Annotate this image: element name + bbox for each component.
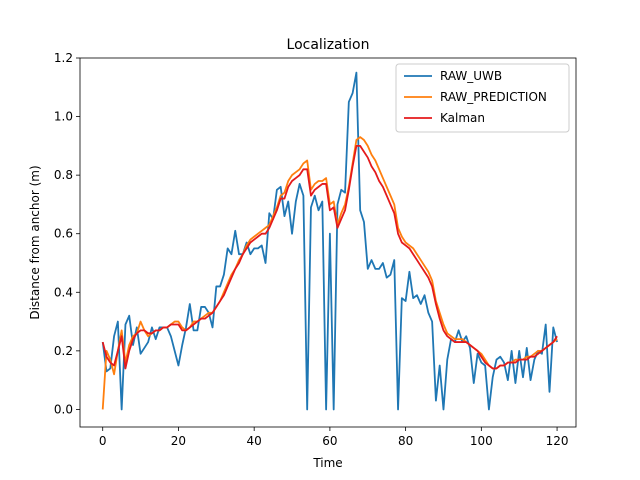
legend-label: Kalman (440, 111, 485, 125)
series-line-raw-uwb (101, 71, 558, 411)
y-tick-label: 0.6 (54, 227, 73, 241)
y-tick-label: 1.0 (54, 110, 73, 124)
y-axis: 0.0 0.2 0.4 0.6 0.8 1.0 1.2 (54, 51, 80, 416)
legend-label: RAW_PREDICTION (440, 90, 547, 104)
legend-box (395, 63, 570, 133)
x-tick-label: 0 (99, 434, 107, 448)
series-layer (101, 71, 558, 411)
x-tick-label: 60 (322, 434, 337, 448)
series-line-kalman (101, 144, 558, 370)
y-axis-label: Distance from anchor (m) (28, 165, 42, 319)
x-tick-label: 80 (398, 434, 413, 448)
x-tick-label: 120 (546, 434, 569, 448)
x-tick-label: 100 (470, 434, 493, 448)
x-tick-label: 40 (247, 434, 262, 448)
y-tick-label: 0.2 (54, 344, 73, 358)
y-tick-label: 0.4 (54, 285, 73, 299)
chart-title: Localization (287, 37, 370, 53)
legend: RAW_UWB RAW_PREDICTION Kalman (395, 63, 570, 133)
x-axis-label: Time (312, 456, 342, 470)
y-tick-label: 1.2 (54, 51, 73, 65)
x-tick-label: 20 (171, 434, 186, 448)
y-tick-label: 0.8 (54, 168, 73, 182)
y-tick-label: 0.0 (54, 402, 73, 416)
legend-label: RAW_UWB (440, 69, 502, 83)
x-axis: 0 20 40 60 80 100 120 (99, 427, 569, 448)
plot-frame (79, 57, 577, 428)
